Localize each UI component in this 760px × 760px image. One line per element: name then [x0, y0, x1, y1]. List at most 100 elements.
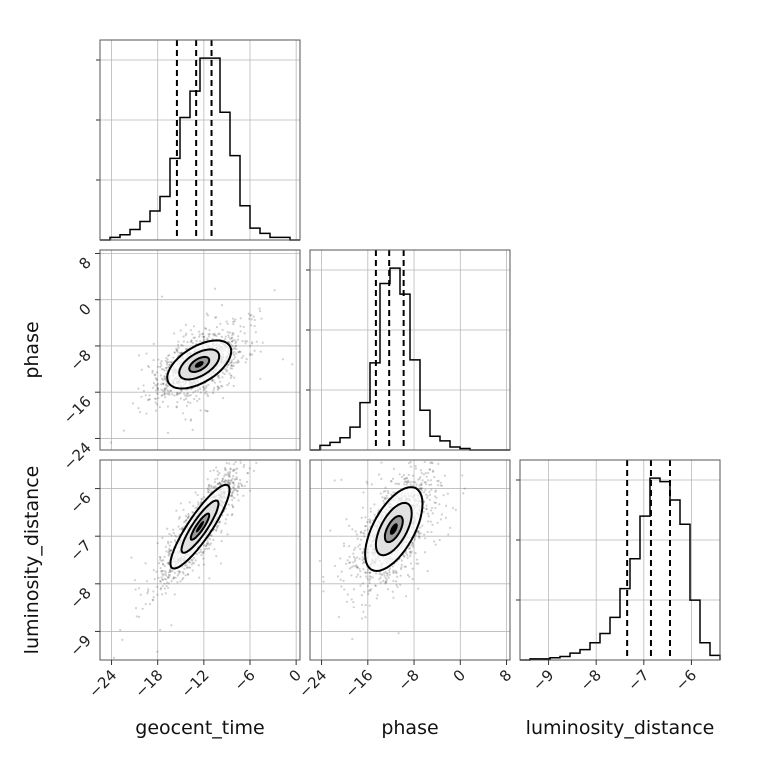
scatter-point — [198, 397, 201, 400]
scatter-point — [173, 394, 176, 397]
scatter-point — [431, 470, 435, 473]
scatter-point — [261, 341, 264, 344]
scatter-point — [147, 398, 151, 401]
scatter-point — [403, 477, 407, 480]
scatter-point — [364, 525, 367, 528]
scatter-point — [189, 418, 193, 421]
scatter-point — [165, 584, 168, 588]
scatter-point — [192, 505, 195, 508]
scatter-point — [244, 361, 247, 364]
scatter-point — [232, 481, 235, 484]
scatter-point — [428, 468, 432, 471]
scatter-point — [185, 404, 189, 407]
scatter-point — [238, 478, 242, 482]
scatter-point — [426, 512, 430, 515]
scatter-point — [179, 329, 182, 332]
scatter-point — [240, 356, 244, 359]
hist-bar — [240, 206, 250, 240]
scatter-point — [231, 512, 234, 516]
scatter-point — [208, 577, 211, 580]
scatter-point — [167, 554, 170, 557]
scatter-point — [414, 467, 417, 470]
scatter-point — [212, 538, 215, 542]
scatter-point — [226, 383, 229, 387]
scatter-point — [363, 529, 367, 532]
scatter-point — [157, 358, 160, 361]
scatter-point — [154, 389, 158, 392]
scatter-point — [190, 340, 193, 343]
scatter-point — [365, 480, 368, 483]
scatter-point — [427, 520, 430, 523]
scatter-point — [234, 488, 237, 491]
scatter-point — [384, 580, 387, 583]
scatter-point — [235, 344, 238, 347]
y-tick-label-phase: 8 — [75, 254, 94, 273]
scatter-point — [233, 376, 236, 379]
scatter-point — [349, 561, 352, 564]
scatter-point — [347, 672, 349, 674]
hist-step-luminosity-distance — [520, 477, 721, 661]
scatter-point — [229, 479, 233, 482]
scatter-point — [180, 389, 183, 392]
scatter-point — [436, 479, 439, 483]
scatter-point — [364, 516, 367, 519]
scatter-point — [416, 530, 420, 533]
scatter-point — [148, 398, 152, 401]
scatter-point — [192, 511, 195, 514]
panel-content — [109, 287, 294, 450]
hist-bar — [130, 229, 140, 240]
scatter-point — [166, 527, 169, 530]
scatter-point — [232, 322, 235, 326]
scatter-point — [185, 518, 188, 521]
scatter-point — [463, 487, 466, 490]
scatter-point — [200, 498, 203, 501]
scatter-point — [422, 510, 425, 513]
scatter-point — [346, 593, 349, 596]
scatter-point — [350, 574, 353, 577]
scatter-point — [251, 341, 254, 344]
scatter-point — [418, 487, 421, 490]
scatter-point — [160, 593, 164, 596]
scatter-point — [239, 461, 242, 464]
scatter-point — [216, 477, 219, 480]
scatter-point — [215, 326, 218, 329]
scatter-point — [156, 365, 160, 368]
scatter-point — [252, 469, 256, 473]
scatter-point — [431, 462, 434, 465]
scatter-point — [159, 580, 162, 583]
scatter-point — [202, 388, 205, 392]
scatter-point — [426, 447, 428, 449]
scatter-point — [419, 532, 422, 535]
scatter-point — [400, 563, 403, 566]
scatter-point — [187, 394, 191, 397]
x-tick-label-phase: −16 — [342, 666, 377, 701]
scatter-point — [227, 382, 231, 385]
hist-bar — [220, 112, 230, 240]
scatter-point — [392, 596, 395, 599]
scatter-point — [267, 439, 269, 441]
scatter-point — [147, 588, 150, 591]
scatter-point — [362, 568, 365, 571]
scatter-point — [227, 479, 231, 482]
scatter-point — [137, 354, 141, 357]
scatter-point — [420, 487, 423, 490]
scatter-point — [173, 539, 177, 542]
scatter-point — [212, 486, 216, 489]
scatter-point — [215, 529, 218, 532]
scatter-point — [151, 371, 154, 374]
scatter-point — [164, 387, 167, 390]
scatter-point — [109, 441, 112, 444]
scatter-point — [340, 478, 343, 481]
scatter-point — [442, 494, 445, 497]
scatter-point — [403, 565, 406, 568]
hist-bar — [230, 156, 240, 240]
hist-panel-luminosity-distance — [516, 459, 721, 661]
y-tick-label-phase: −8 — [66, 346, 94, 374]
scatter-point — [241, 484, 244, 488]
scatter-point — [269, 417, 271, 419]
scatter-point — [396, 482, 399, 485]
scatter-point — [137, 387, 140, 390]
scatter-point — [217, 332, 220, 335]
scatter-point — [258, 440, 260, 442]
scatter-point — [237, 484, 240, 487]
